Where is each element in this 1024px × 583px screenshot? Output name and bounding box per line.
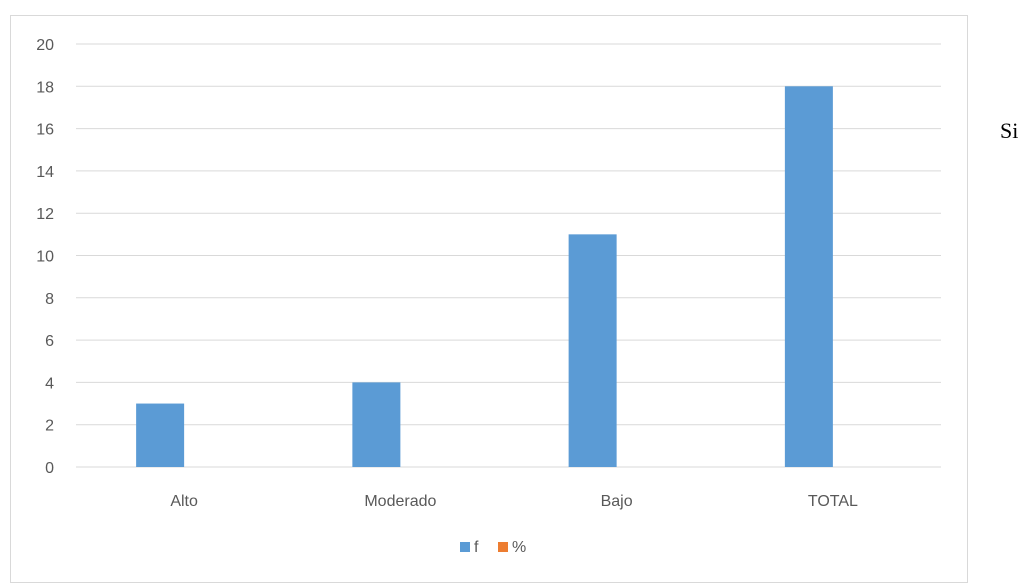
bar-f-total xyxy=(784,86,833,468)
y-tick-label: 8 xyxy=(45,291,54,308)
legend-swatch-1 xyxy=(498,542,508,552)
y-tick-label: 16 xyxy=(36,122,54,139)
y-tick-label: 6 xyxy=(45,333,54,350)
x-category-label: Alto xyxy=(170,493,198,510)
y-tick-label: 14 xyxy=(36,164,54,181)
y-tick-label: 2 xyxy=(45,418,54,435)
x-category-label: Moderado xyxy=(364,493,436,510)
bar-f-alto xyxy=(136,403,185,467)
legend-swatch-0 xyxy=(460,542,470,552)
bar-f-bajo xyxy=(568,234,617,467)
side-text: Si xyxy=(1000,118,1019,143)
bar-f-moderado xyxy=(352,382,401,467)
y-tick-label: 18 xyxy=(36,79,54,96)
y-tick-label: 10 xyxy=(36,249,54,266)
legend-label: % xyxy=(512,539,526,556)
y-tick-label: 0 xyxy=(45,460,54,477)
x-category-label: TOTAL xyxy=(808,493,858,510)
y-tick-label: 20 xyxy=(36,37,54,54)
y-tick-label: 4 xyxy=(45,375,54,392)
x-category-label: Bajo xyxy=(601,493,633,510)
y-tick-label: 12 xyxy=(36,206,54,223)
legend-label: f xyxy=(474,539,479,556)
